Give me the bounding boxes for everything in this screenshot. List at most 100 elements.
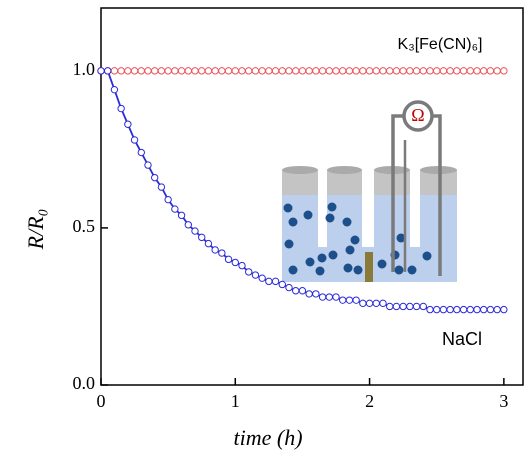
- data-point: [493, 305, 501, 314]
- data-point: [493, 67, 501, 75]
- data-point: [191, 67, 199, 75]
- data-point: [157, 67, 166, 75]
- data-point: [379, 299, 387, 308]
- data-point: [231, 258, 239, 267]
- data-point: [117, 67, 125, 75]
- data-point: [352, 296, 360, 304]
- data-point: [130, 136, 139, 144]
- data-point: [312, 290, 320, 298]
- data-point: [305, 290, 313, 298]
- data-point: [137, 67, 145, 75]
- legend-label: K₃[Fe(CN)₆]: [398, 36, 483, 53]
- data-point: [124, 120, 132, 128]
- data-point: [144, 67, 152, 75]
- data-point: [265, 277, 273, 286]
- data-point: [211, 246, 219, 254]
- data-point: [433, 67, 441, 75]
- data-point: [184, 221, 192, 229]
- data-point: [419, 67, 427, 75]
- data-point: [130, 67, 139, 75]
- data-point: [399, 67, 407, 75]
- data-point: [292, 287, 300, 295]
- data-point: [446, 305, 454, 314]
- x-tick-label: 2: [365, 391, 374, 411]
- data-point: [305, 67, 313, 75]
- data-point: [245, 268, 253, 276]
- data-point: [258, 67, 266, 75]
- data-point: [298, 67, 307, 75]
- data-point: [177, 67, 186, 75]
- legend-label: NaCl: [442, 329, 482, 349]
- data-point: [204, 67, 213, 75]
- data-point: [473, 67, 481, 75]
- data-point: [298, 287, 307, 295]
- data-point: [285, 67, 293, 75]
- data-point: [238, 67, 246, 75]
- plot-frame: [100, 7, 524, 386]
- data-point: [446, 67, 454, 75]
- data-point: [379, 67, 387, 75]
- data-point: [399, 302, 407, 311]
- data-point: [473, 305, 481, 314]
- data-point: [245, 67, 253, 75]
- data-point: [500, 305, 508, 314]
- data-point: [144, 161, 152, 169]
- data-point: [466, 67, 474, 75]
- data-point: [426, 305, 434, 314]
- data-point: [157, 183, 166, 191]
- x-axis-label: time (h): [233, 425, 302, 450]
- data-point: [486, 67, 495, 75]
- data-point: [278, 67, 286, 75]
- data-point: [486, 305, 495, 314]
- gap: [318, 195, 327, 247]
- data-point: [218, 249, 226, 257]
- data-point: [137, 148, 145, 157]
- x-tick-label: 1: [231, 391, 240, 411]
- data-point: [265, 67, 273, 75]
- membrane: [365, 252, 373, 282]
- y-tick-label: 1.0: [73, 59, 96, 79]
- data-point: [433, 305, 441, 314]
- data-point: [392, 67, 401, 75]
- data-point: [466, 305, 474, 314]
- data-point: [198, 67, 206, 75]
- data-point: [224, 67, 233, 75]
- data-point: [325, 293, 333, 301]
- data-point: [117, 104, 125, 113]
- data-point: [110, 85, 119, 94]
- data-point: [412, 302, 421, 311]
- data-point: [285, 283, 293, 292]
- data-point: [251, 271, 260, 279]
- data-point: [177, 211, 186, 220]
- circuit: [391, 100, 442, 276]
- data-point: [459, 305, 468, 314]
- data-point: [339, 296, 347, 304]
- data-point: [171, 205, 179, 213]
- data-point: [332, 293, 340, 301]
- inset-illustration: Ω: [282, 100, 457, 282]
- data-point: [406, 67, 414, 75]
- caps: [282, 166, 457, 195]
- ohm-label: Ω: [411, 105, 424, 125]
- data-point: [439, 305, 448, 314]
- data-point: [359, 67, 367, 75]
- data-point: [439, 67, 448, 75]
- data-point: [211, 67, 219, 75]
- data-point: [97, 67, 105, 75]
- data-point: [480, 67, 488, 75]
- data-point: [419, 302, 427, 311]
- data-point: [453, 305, 461, 314]
- data-point: [372, 67, 380, 75]
- data-point: [339, 67, 347, 75]
- data-point: [238, 261, 246, 270]
- x-tick-label: 3: [499, 391, 508, 411]
- data-point: [318, 293, 327, 301]
- data-point: [352, 67, 360, 75]
- data-point: [271, 277, 280, 286]
- gap: [362, 195, 374, 247]
- data-point: [124, 67, 132, 75]
- data-point: [325, 67, 333, 75]
- data-point: [386, 67, 394, 75]
- data-point: [224, 255, 233, 264]
